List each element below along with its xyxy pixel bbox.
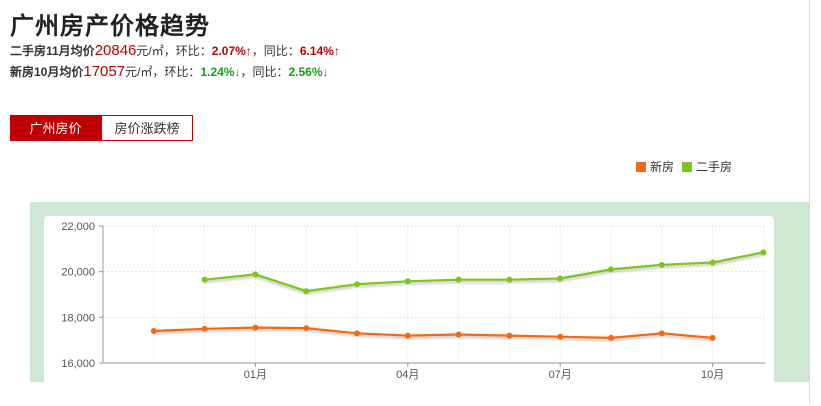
x-tick-label: 07月	[549, 369, 572, 381]
data-point-new-house[interactable]	[404, 332, 411, 339]
tab-guangzhou-price[interactable]: 广州房价	[10, 115, 101, 141]
data-point-new-house[interactable]	[557, 333, 564, 340]
data-point-new-house[interactable]	[506, 332, 513, 339]
second-hand-summary: 二手房11月均价20846元/㎡，环比：2.07%↑，同比：6.14%↑	[10, 42, 340, 59]
data-point-new-house[interactable]	[150, 328, 157, 335]
legend-label-second-hand: 二手房	[696, 160, 733, 174]
new-house-label: 新房10月均价	[10, 65, 84, 79]
second-hand-mom-value: 2.07%↑	[211, 44, 252, 58]
data-point-second-hand[interactable]	[760, 249, 767, 256]
data-point-second-hand[interactable]	[557, 275, 564, 282]
axes: 22,000 20,000 18,000 16,000 01月 04月 07月 10月	[61, 221, 765, 381]
second-hand-unit: 元/㎡	[136, 44, 164, 58]
data-point-second-hand[interactable]	[658, 261, 665, 268]
tab-bar: 广州房价 房价涨跌榜	[10, 115, 193, 141]
data-point-second-hand[interactable]	[201, 276, 208, 283]
data-point-second-hand[interactable]	[252, 271, 259, 278]
data-point-new-house[interactable]	[303, 325, 310, 332]
new-house-unit: 元/㎡	[125, 65, 153, 79]
new-house-price: 17057	[83, 63, 126, 80]
data-point-new-house[interactable]	[354, 330, 360, 337]
legend-item-new-house[interactable]: 新房	[636, 158, 674, 175]
tab-price-ranking[interactable]: 房价涨跌榜	[101, 115, 193, 141]
series-lines	[153, 251, 764, 340]
new-house-summary: 新房10月均价17057元/㎡，环比：1.24%↓，同比：2.56%↓	[10, 63, 329, 80]
data-point-new-house[interactable]	[455, 331, 462, 338]
legend-label-new-house: 新房	[650, 160, 675, 174]
new-house-yoy-label: ，同比：	[240, 65, 289, 79]
x-tick-label: 01月	[244, 369, 267, 381]
data-point-second-hand[interactable]	[709, 259, 716, 266]
y-tick-label: 18,000	[61, 312, 95, 324]
data-point-second-hand[interactable]	[455, 276, 462, 283]
legend-swatch-new-house	[636, 161, 646, 172]
x-tick-label: 10月	[701, 369, 724, 381]
data-point-second-hand[interactable]	[354, 281, 360, 288]
y-tick-label: 20,000	[61, 267, 95, 279]
y-tick-label: 16,000	[61, 358, 95, 370]
data-point-second-hand[interactable]	[404, 278, 411, 285]
data-points	[150, 249, 767, 341]
series-line-new-house	[153, 326, 713, 340]
page-title: 广州房产价格趋势	[10, 13, 210, 40]
grid-lines	[103, 225, 765, 364]
y-tick-label: 22,000	[61, 221, 95, 233]
data-point-new-house[interactable]	[608, 334, 614, 341]
data-point-second-hand[interactable]	[608, 266, 614, 273]
new-house-mom-value: 1.24%↓	[200, 65, 241, 79]
second-hand-label: 二手房11月均价	[10, 44, 95, 58]
second-hand-price: 20846	[94, 42, 137, 59]
new-house-yoy-value: 2.56%↓	[288, 65, 329, 79]
legend-item-second-hand[interactable]: 二手房	[682, 158, 732, 175]
x-tick-label: 04月	[396, 369, 419, 381]
data-point-new-house[interactable]	[709, 334, 716, 341]
data-point-new-house[interactable]	[201, 325, 208, 332]
new-house-mom-label: ，环比：	[152, 65, 201, 79]
chart-legend: 新房 二手房	[636, 158, 740, 175]
legend-swatch-second-hand	[682, 161, 693, 172]
second-hand-yoy-value: 6.14%↑	[299, 44, 340, 58]
data-point-second-hand[interactable]	[506, 276, 513, 283]
data-point-second-hand[interactable]	[303, 288, 310, 295]
data-point-new-house[interactable]	[658, 330, 665, 337]
series-line-second-hand	[204, 251, 764, 293]
plot-card	[44, 216, 774, 406]
second-hand-yoy-label: ，同比：	[251, 44, 300, 58]
data-point-new-house[interactable]	[252, 324, 259, 331]
second-hand-mom-label: ，环比：	[163, 44, 212, 58]
